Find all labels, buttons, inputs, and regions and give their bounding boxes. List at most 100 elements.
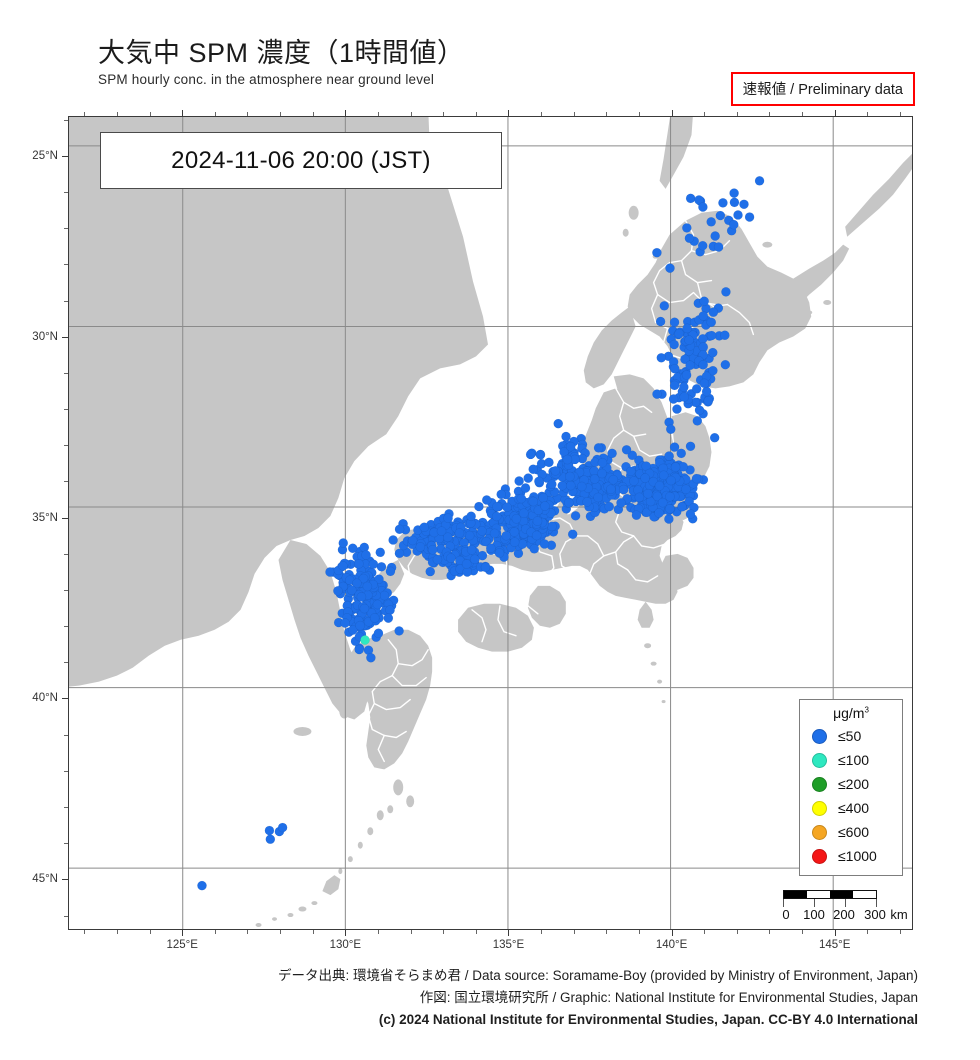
station-marker <box>681 484 691 495</box>
status-badge: 速報値 / Preliminary data <box>730 72 915 106</box>
station-marker <box>492 501 502 512</box>
station-marker <box>485 543 496 554</box>
station-marker <box>681 223 692 233</box>
station-marker <box>665 503 675 514</box>
y-axis-tick-label: 30°N <box>32 330 58 343</box>
station-marker <box>338 538 349 548</box>
page-title: 大気中 SPM 濃度（1時間値） <box>98 38 465 68</box>
station-marker <box>654 481 665 491</box>
map-plot-area[interactable]: 2024-11-06 20:00 (JST) μg/m3 ≤50 ≤100 ≤200… <box>68 116 913 930</box>
station-marker <box>664 514 674 524</box>
station-marker <box>477 526 487 536</box>
station-marker <box>582 497 593 507</box>
x-axis-tick <box>345 930 347 936</box>
station-marker <box>618 484 629 495</box>
station-marker <box>685 360 695 371</box>
station-marker <box>654 508 664 518</box>
x-axis-tick <box>508 930 510 936</box>
x-axis-tick <box>834 930 836 936</box>
y-axis-minor-tick <box>64 734 68 736</box>
scale-bar-labels: 0 100 200 300 km <box>782 907 908 923</box>
station-marker <box>464 530 475 541</box>
station-marker <box>697 334 708 344</box>
station-marker <box>372 599 383 610</box>
station-marker <box>659 300 670 311</box>
legend-swatch-icon <box>812 824 827 840</box>
station-marker <box>491 511 502 522</box>
station-marker <box>593 443 604 453</box>
station-marker <box>680 354 690 365</box>
scale-segment <box>853 891 876 898</box>
station-marker <box>669 380 680 391</box>
station-marker <box>721 287 731 297</box>
y-axis-minor-tick <box>64 228 68 230</box>
station-marker <box>385 605 395 615</box>
station-marker <box>518 508 529 519</box>
station-marker <box>356 592 367 602</box>
station-marker <box>531 530 542 541</box>
station-marker <box>415 542 426 552</box>
station-marker <box>708 365 718 376</box>
x-axis-minor-tick <box>149 930 151 934</box>
station-marker <box>425 566 436 577</box>
x-axis-minor-tick <box>410 112 412 116</box>
station-marker <box>733 210 743 220</box>
station-marker <box>394 626 404 636</box>
station-marker <box>643 488 653 499</box>
x-axis-tick-label: 135°E <box>492 939 525 951</box>
footer-graphic-credit: 作図: 国立環境研究所 / Graphic: National Institut… <box>419 989 918 1005</box>
x-axis-minor-tick <box>704 930 706 934</box>
station-marker <box>668 394 679 404</box>
x-axis-minor-tick <box>769 112 771 116</box>
station-marker <box>501 530 512 541</box>
station-marker <box>652 247 662 258</box>
x-axis-minor-tick <box>802 112 804 116</box>
station-marker <box>374 574 384 584</box>
x-axis-minor-tick <box>247 112 249 116</box>
x-axis-minor-tick <box>736 112 738 116</box>
station-marker <box>383 613 394 624</box>
x-axis-minor-tick <box>606 112 608 116</box>
station-marker <box>616 498 626 508</box>
x-axis-minor-tick <box>214 112 216 116</box>
x-axis-minor-tick <box>867 112 869 116</box>
station-marker <box>347 543 358 554</box>
y-axis-tick <box>62 155 68 157</box>
station-marker <box>502 502 512 513</box>
legend-item-label: ≤600 <box>838 824 870 840</box>
scale-segment <box>807 891 830 898</box>
scale-bar-label: km <box>890 907 908 922</box>
x-axis-minor-tick <box>443 112 445 116</box>
x-axis-minor-tick <box>116 930 118 934</box>
scale-segment <box>830 891 853 898</box>
station-marker <box>640 473 650 483</box>
station-marker <box>325 567 335 577</box>
x-axis-minor-tick <box>769 930 771 934</box>
x-axis-minor-tick <box>475 112 477 116</box>
x-axis-minor-tick <box>149 112 151 116</box>
station-marker <box>360 635 370 645</box>
station-marker <box>361 550 371 560</box>
legend-item: ≤600 <box>800 820 902 844</box>
station-marker <box>685 509 696 519</box>
station-marker <box>576 481 587 492</box>
station-marker <box>567 529 578 540</box>
station-marker <box>534 476 544 487</box>
x-axis-tick-top <box>834 110 836 116</box>
station-marker <box>346 585 357 595</box>
station-marker <box>333 585 343 596</box>
station-marker <box>547 479 557 490</box>
legend-item-label: ≤50 <box>838 728 862 744</box>
station-marker <box>709 432 720 443</box>
station-marker <box>729 197 740 208</box>
legend-item-label: ≤400 <box>838 800 870 816</box>
station-marker <box>631 510 642 521</box>
station-marker <box>706 217 717 227</box>
station-marker <box>477 550 488 561</box>
station-marker <box>627 450 638 461</box>
station-marker <box>728 219 739 230</box>
station-marker <box>496 489 507 500</box>
station-marker <box>394 548 405 559</box>
legend-item: ≤50 <box>800 724 902 748</box>
scale-bar-label: 200 <box>833 907 855 922</box>
